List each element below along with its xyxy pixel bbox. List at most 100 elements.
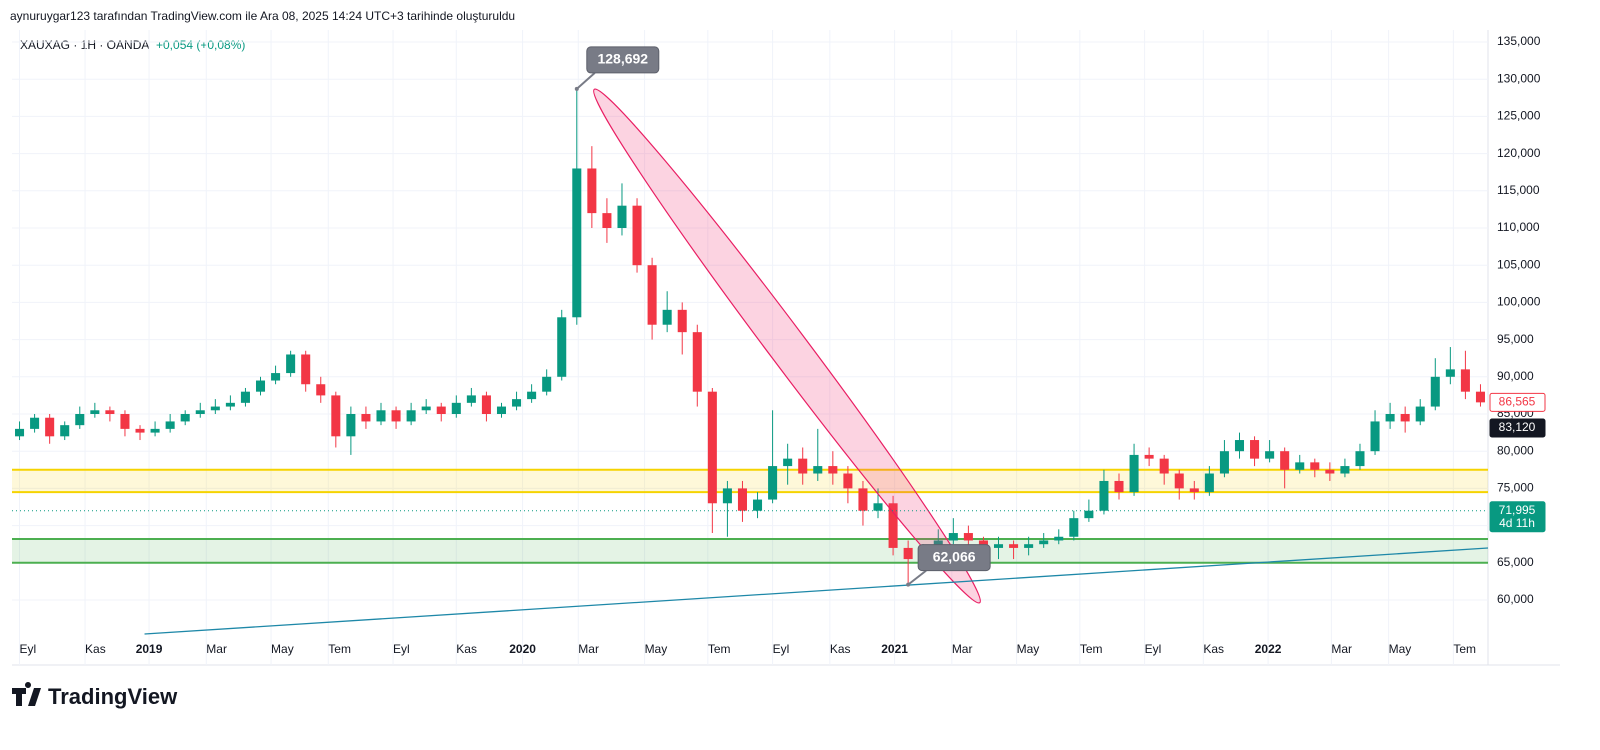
price-label-box (1489, 418, 1546, 438)
candle-body (60, 425, 70, 437)
candle-body (948, 533, 958, 541)
callout-pointer (907, 569, 927, 586)
x-tick-label: May (1017, 642, 1040, 656)
y-tick-label: 110,000 (1497, 220, 1540, 234)
header: aynuruygar123 tarafından TradingView.com… (10, 9, 515, 23)
candle-body (542, 376, 552, 392)
candle-body (1325, 469, 1335, 474)
x-tick-label: 2020 (509, 642, 536, 656)
x-tick-label: Eyl (1145, 642, 1162, 656)
candle-body (1219, 451, 1229, 474)
price-countdown: 4d 11h (1499, 516, 1535, 530)
candle-body (1355, 451, 1365, 467)
price-label: 86,565 (1499, 395, 1536, 409)
candle-body (331, 395, 341, 437)
candle-body (1114, 480, 1124, 493)
candle-body (1204, 473, 1214, 493)
candle-body (1400, 413, 1410, 422)
x-tick-label: Tem (1453, 642, 1476, 656)
candle-body (301, 354, 311, 385)
candle-body (286, 354, 296, 374)
candle-body (376, 410, 386, 422)
zone (12, 538, 1488, 563)
candles (15, 88, 1485, 585)
price-label: 71,995 (1499, 503, 1536, 517)
candle-body (843, 473, 853, 489)
candle-body (1460, 369, 1470, 392)
y-tick-label: 120,000 (1497, 146, 1541, 160)
candle-body (30, 417, 40, 429)
candle-body (722, 488, 732, 504)
candle-body (1174, 473, 1184, 489)
candle-body (1295, 462, 1305, 470)
x-tick-label: Eyl (393, 642, 410, 656)
candle-body (1310, 462, 1320, 470)
x-tick-label: Tem (1080, 642, 1103, 656)
candle-body (512, 399, 522, 407)
x-tick-label: May (1389, 642, 1412, 656)
candle-body (1024, 544, 1034, 548)
candle-body (828, 466, 838, 474)
x-tick-label: Mar (952, 642, 973, 656)
price-label: 83,120 (1499, 420, 1536, 434)
candle-body (557, 317, 567, 377)
candle-body (662, 309, 672, 325)
candle-body (647, 265, 657, 325)
y-tick-label: 60,000 (1497, 592, 1534, 606)
x-tick-label: 2021 (881, 642, 908, 656)
candle-body (135, 428, 145, 433)
candle-body (617, 205, 627, 228)
callout-label: 128,692 (597, 51, 648, 67)
candle-body (602, 213, 612, 228)
candle-body (45, 417, 55, 437)
logo-text: TradingView (48, 684, 178, 709)
candle-body (737, 488, 747, 511)
candle-body (993, 544, 1004, 548)
zone (12, 469, 1488, 493)
candle-body (75, 413, 85, 426)
callout-label: 62,066 (933, 548, 976, 564)
candle-body (1039, 540, 1049, 545)
candle-body (1340, 466, 1350, 474)
x-tick-label: Mar (206, 642, 227, 656)
candle-body (421, 406, 431, 411)
candle-body (527, 391, 537, 400)
y-tick-label: 90,000 (1497, 369, 1534, 383)
candle-body (1370, 421, 1380, 452)
candle-body (195, 410, 205, 414)
candle-body (783, 458, 793, 467)
candle-body (692, 332, 702, 392)
x-tick-label: Kas (85, 642, 106, 656)
x-tick-label: 2019 (136, 642, 163, 656)
candle-body (240, 391, 250, 403)
candle-body (271, 373, 281, 381)
callout-pointer (576, 72, 596, 90)
x-tick-label: May (645, 642, 668, 656)
x-tick-label: Mar (578, 642, 599, 656)
candle-body (1475, 391, 1485, 403)
candle-body (1129, 454, 1139, 493)
y-tick-label: 100,000 (1497, 295, 1541, 309)
candle-body (1445, 369, 1455, 377)
y-tick-label: 130,000 (1497, 71, 1541, 85)
candle-body (481, 395, 491, 414)
candle-body (1385, 413, 1395, 422)
candle-body (798, 458, 808, 474)
candle-body (210, 406, 220, 411)
candle-body (120, 413, 130, 429)
candle-body (768, 466, 778, 500)
price-label-box (1489, 392, 1546, 412)
candle-body (1159, 458, 1169, 474)
candle-body (225, 402, 235, 407)
candle-body (1415, 406, 1425, 422)
y-tick-label: 80,000 (1497, 443, 1534, 457)
x-tick-label: Kas (456, 642, 477, 656)
candle-body (858, 488, 868, 511)
candle-body (572, 168, 582, 318)
x-tick-label: Eyl (20, 642, 37, 656)
candle-body (903, 547, 913, 560)
candle-body (587, 168, 597, 214)
candle-body (15, 428, 25, 437)
